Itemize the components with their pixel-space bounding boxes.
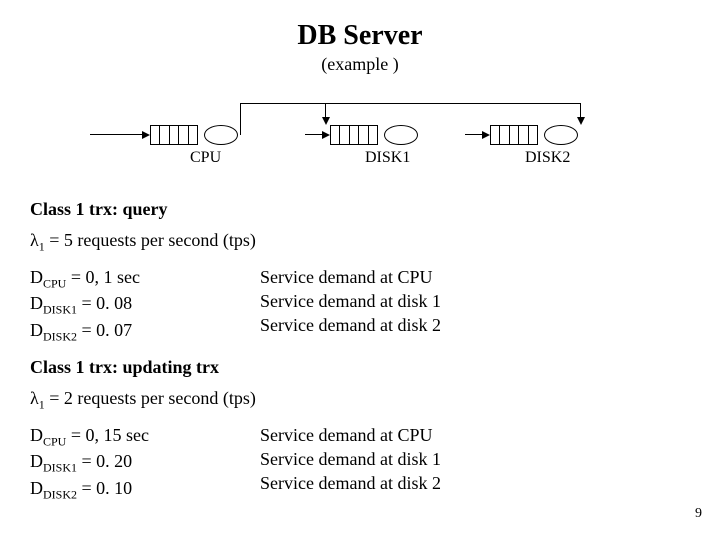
bus-up-cpu <box>240 103 241 135</box>
class2-row-2-desc: Service demand at disk 2 <box>260 471 441 495</box>
class2-lambda-tail: requests per second (tps) <box>73 388 256 408</box>
class2-row-1-left: DDISK1 = 0. 20 <box>30 449 260 476</box>
class2-heading: Class 1 trx: updating trx <box>30 357 690 378</box>
class1-rows: DCPU = 0, 1 sec DDISK1 = 0. 08 DDISK2 = … <box>30 265 690 345</box>
class1-row-0-left: DCPU = 0, 1 sec <box>30 265 260 292</box>
class1-row-0-desc: Service demand at CPU <box>260 265 441 289</box>
arrow-in <box>90 134 148 135</box>
queue-cpu <box>150 125 198 145</box>
class1-lambda: λ1 = 5 requests per second (tps) <box>30 230 690 255</box>
class1-lambda-sub: 1 <box>39 240 45 254</box>
class1-heading: Class 1 trx: query <box>30 199 690 220</box>
queue-disk1 <box>330 125 378 145</box>
class1-row-1-desc: Service demand at disk 1 <box>260 289 441 313</box>
class2-lambda-value: 2 <box>64 388 73 408</box>
class1-lambda-value: 5 <box>64 230 73 250</box>
queueing-diagram: CPU DISK1 DISK2 <box>80 85 640 195</box>
arrowhead-into-disk1 <box>322 131 330 139</box>
class2-row-0-left: DCPU = 0, 15 sec <box>30 423 260 450</box>
class1-row-2-desc: Service demand at disk 2 <box>260 313 441 337</box>
node-cpu <box>150 125 238 145</box>
class2-row-0-desc: Service demand at CPU <box>260 423 441 447</box>
bus-top <box>240 103 580 104</box>
queue-disk2 <box>490 125 538 145</box>
class1-row-1-left: DDISK1 = 0. 08 <box>30 291 260 318</box>
server-disk2-icon <box>544 125 578 145</box>
node-disk2 <box>490 125 578 145</box>
label-cpu: CPU <box>190 149 221 167</box>
class2-rows: DCPU = 0, 15 sec DDISK1 = 0. 20 DDISK2 =… <box>30 423 690 503</box>
class1-row-2-left: DDISK2 = 0. 07 <box>30 318 260 345</box>
node-disk1 <box>330 125 418 145</box>
server-cpu-icon <box>204 125 238 145</box>
label-disk2: DISK2 <box>525 149 570 167</box>
class1-lambda-tail: requests per second (tps) <box>73 230 256 250</box>
server-disk1-icon <box>384 125 418 145</box>
page-title: DB Server <box>30 20 690 52</box>
arrowhead-disk2 <box>577 117 585 125</box>
class2-lambda: λ1 = 2 requests per second (tps) <box>30 388 690 413</box>
page-number: 9 <box>695 506 702 522</box>
arrowhead-in <box>142 131 150 139</box>
class2-row-1-desc: Service demand at disk 1 <box>260 447 441 471</box>
class2-lambda-sub: 1 <box>39 398 45 412</box>
class2-row-2-left: DDISK2 = 0. 10 <box>30 476 260 503</box>
page-subtitle: (example ) <box>30 54 690 75</box>
label-disk1: DISK1 <box>365 149 410 167</box>
arrowhead-disk1 <box>322 117 330 125</box>
arrowhead-into-disk2 <box>482 131 490 139</box>
